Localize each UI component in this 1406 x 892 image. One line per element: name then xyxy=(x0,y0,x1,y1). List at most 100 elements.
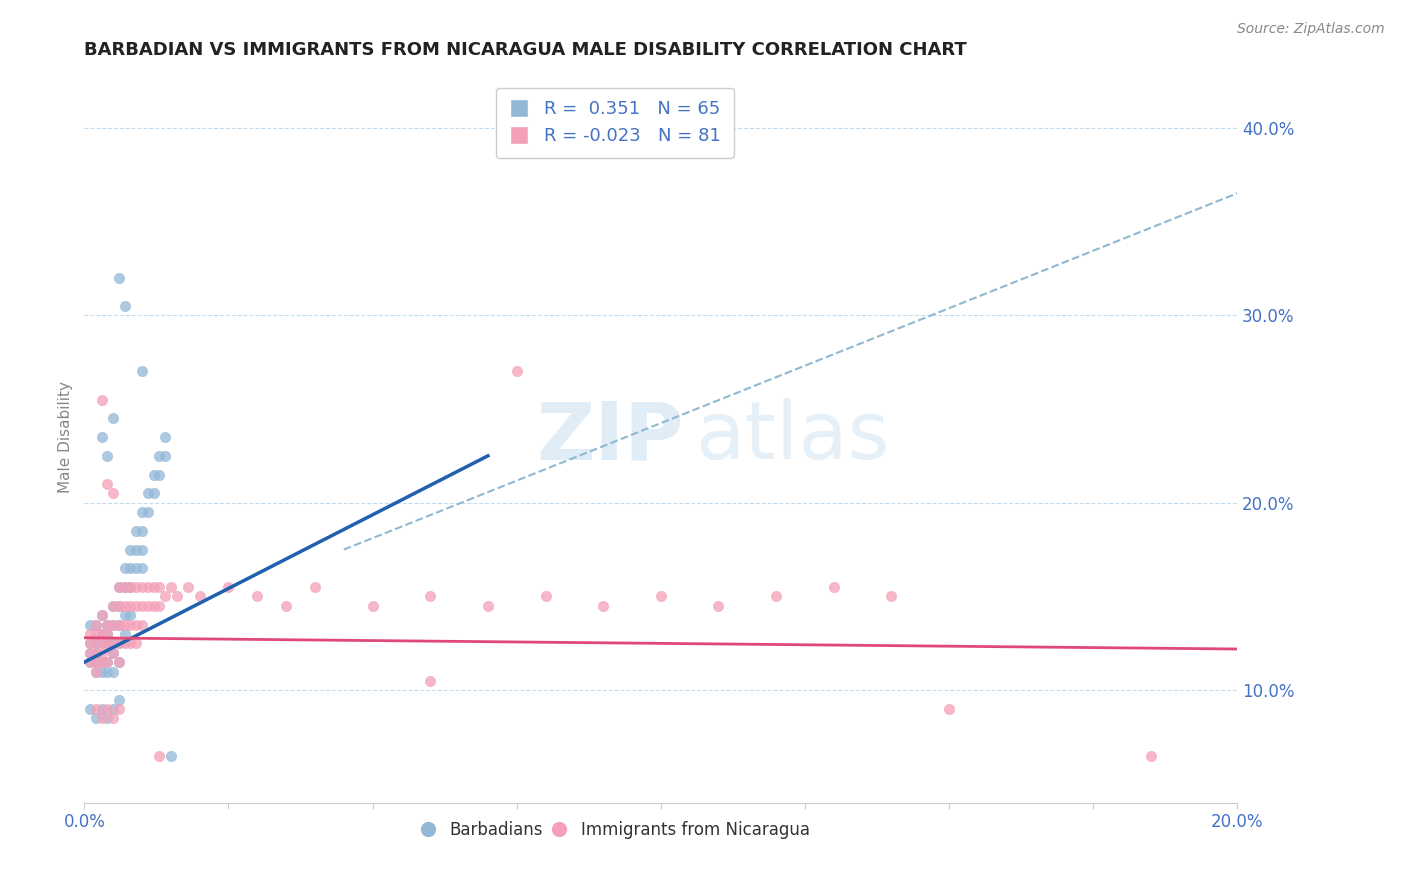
Point xyxy=(114,561,136,575)
Point xyxy=(477,599,499,613)
Point xyxy=(419,673,441,688)
Point xyxy=(125,617,148,632)
Point xyxy=(361,599,384,613)
Point xyxy=(108,617,131,632)
Point xyxy=(103,711,124,725)
Point xyxy=(506,364,529,378)
Point xyxy=(136,486,159,500)
Point xyxy=(136,580,159,594)
Point xyxy=(108,636,131,650)
Point xyxy=(148,467,170,482)
Point xyxy=(108,636,131,650)
Point xyxy=(84,665,107,679)
Point xyxy=(84,655,107,669)
Point xyxy=(125,561,148,575)
Point xyxy=(90,608,112,623)
Point xyxy=(90,655,112,669)
Point xyxy=(108,580,131,594)
Point xyxy=(103,646,124,660)
Point xyxy=(84,646,107,660)
Point xyxy=(114,580,136,594)
Point xyxy=(103,599,124,613)
Point xyxy=(79,636,101,650)
Point xyxy=(142,467,165,482)
Point xyxy=(131,561,153,575)
Point xyxy=(84,665,107,679)
Point xyxy=(79,702,101,716)
Point xyxy=(96,627,118,641)
Point xyxy=(153,430,176,444)
Y-axis label: Male Disability: Male Disability xyxy=(58,381,73,493)
Point xyxy=(90,655,112,669)
Point xyxy=(90,608,112,623)
Point xyxy=(765,590,787,604)
Point xyxy=(823,580,845,594)
Point xyxy=(84,636,107,650)
Point xyxy=(90,646,112,660)
Point xyxy=(108,270,131,285)
Point xyxy=(125,542,148,557)
Point xyxy=(120,542,142,557)
Point xyxy=(938,702,960,716)
Point xyxy=(148,580,170,594)
Point xyxy=(114,580,136,594)
Point xyxy=(114,636,136,650)
Point xyxy=(125,599,148,613)
Point xyxy=(79,646,101,660)
Point xyxy=(1140,748,1163,763)
Point xyxy=(90,711,112,725)
Point xyxy=(84,646,107,660)
Point xyxy=(120,608,142,623)
Point xyxy=(120,636,142,650)
Point xyxy=(84,711,107,725)
Point xyxy=(90,627,112,641)
Point xyxy=(84,702,107,716)
Point xyxy=(79,655,101,669)
Point xyxy=(534,590,557,604)
Point xyxy=(90,627,112,641)
Point xyxy=(108,617,131,632)
Point xyxy=(96,702,118,716)
Point xyxy=(108,599,131,613)
Point xyxy=(120,561,142,575)
Point xyxy=(79,627,101,641)
Point xyxy=(103,617,124,632)
Point xyxy=(188,590,211,604)
Point xyxy=(166,590,188,604)
Point xyxy=(79,617,101,632)
Point xyxy=(246,590,269,604)
Point xyxy=(90,702,112,716)
Point xyxy=(131,617,153,632)
Point xyxy=(153,449,176,463)
Point xyxy=(103,665,124,679)
Point xyxy=(96,655,118,669)
Point xyxy=(120,580,142,594)
Point xyxy=(103,411,124,425)
Point xyxy=(84,655,107,669)
Point xyxy=(96,636,118,650)
Point xyxy=(304,580,326,594)
Point xyxy=(96,617,118,632)
Text: ZIP: ZIP xyxy=(537,398,683,476)
Point xyxy=(84,636,107,650)
Point xyxy=(148,599,170,613)
Point xyxy=(96,449,118,463)
Point xyxy=(131,364,153,378)
Point xyxy=(103,646,124,660)
Point xyxy=(880,590,903,604)
Point xyxy=(79,646,101,660)
Point xyxy=(131,505,153,519)
Point xyxy=(419,590,441,604)
Point xyxy=(90,636,112,650)
Point xyxy=(90,392,112,407)
Point xyxy=(114,599,136,613)
Point xyxy=(120,599,142,613)
Point xyxy=(108,599,131,613)
Point xyxy=(131,542,153,557)
Point xyxy=(148,748,170,763)
Point xyxy=(79,655,101,669)
Point xyxy=(103,617,124,632)
Point xyxy=(160,580,183,594)
Point xyxy=(160,748,183,763)
Point xyxy=(276,599,298,613)
